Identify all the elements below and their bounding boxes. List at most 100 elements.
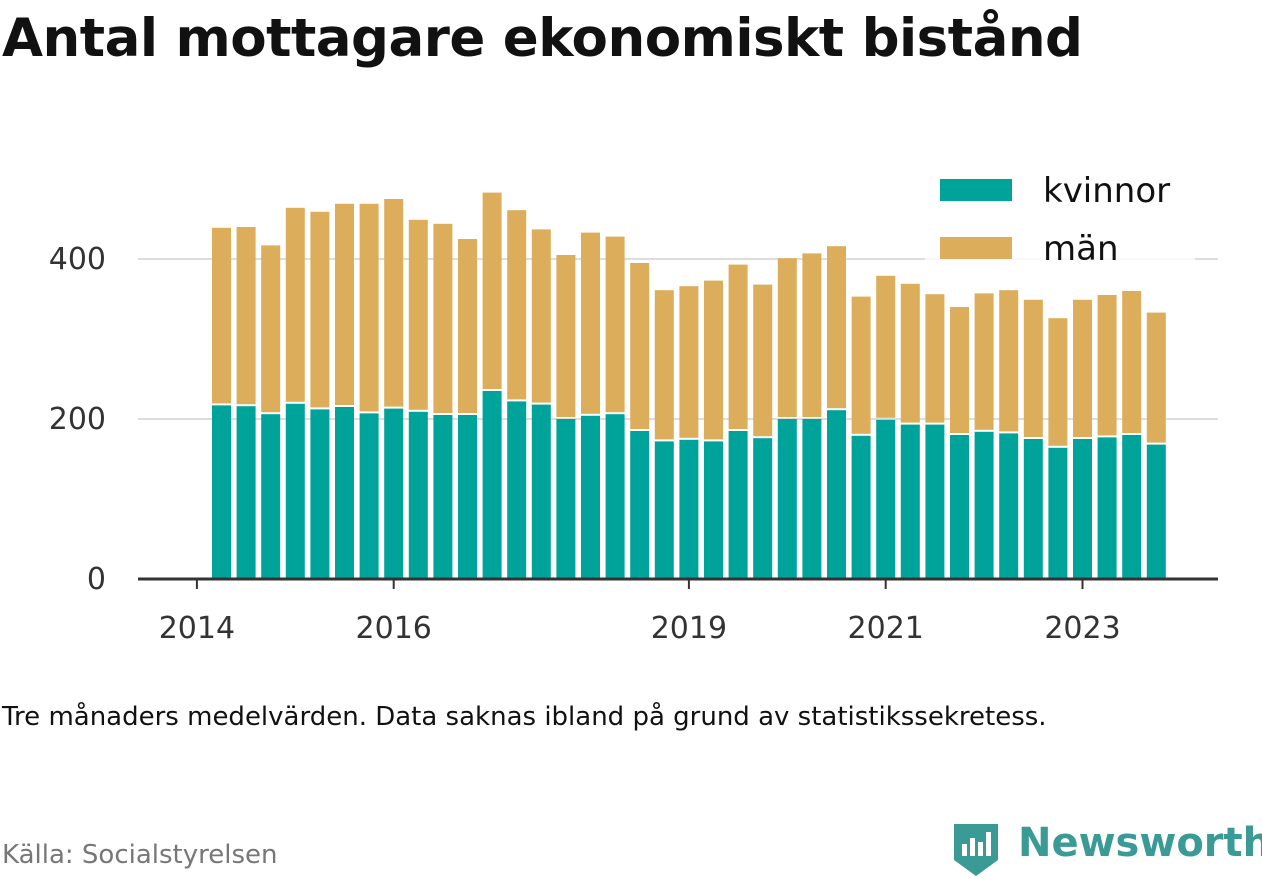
bar-man: [851, 296, 871, 434]
bar-man: [1097, 295, 1117, 436]
bar-man: [704, 280, 723, 440]
bar-kvinnor: [974, 431, 994, 579]
bar-kvinnor: [925, 424, 945, 579]
legend-swatch: [940, 237, 1012, 259]
bar-man: [630, 263, 650, 429]
bar-man: [753, 284, 773, 437]
bar-man: [433, 223, 453, 413]
bar-man: [261, 245, 281, 413]
y-tick-label: 400: [49, 242, 106, 277]
x-tick-label: 2021: [848, 611, 924, 646]
legend-label: kvinnor: [1043, 171, 1170, 211]
bar-man: [974, 293, 994, 430]
bar-man: [581, 232, 600, 414]
x-tick-label: 2016: [356, 611, 432, 646]
bar-man: [408, 219, 428, 410]
newsworthy-logo-icon: [954, 824, 998, 876]
bar-man: [212, 227, 231, 404]
bar-kvinnor: [261, 414, 281, 579]
bar-man: [802, 253, 822, 417]
bar-kvinnor: [581, 415, 600, 579]
bar-kvinnor: [556, 419, 576, 579]
bar-kvinnor: [827, 410, 846, 579]
bar-man: [531, 229, 551, 403]
x-tick-labels: 2014 2016 2019 2021 2023: [159, 611, 1121, 646]
bar-kvinnor: [531, 404, 551, 579]
bar-kvinnor: [999, 433, 1019, 579]
bar-kvinnor: [384, 408, 404, 579]
bar-kvinnor: [408, 411, 428, 579]
legend-label: män: [1043, 229, 1119, 269]
bar-kvinnor: [950, 435, 969, 579]
bar-kvinnor: [1073, 439, 1092, 579]
bar-kvinnor: [458, 415, 477, 579]
bar-kvinnor: [1048, 447, 1068, 579]
bar-kvinnor: [777, 419, 797, 579]
bar-kvinnor: [630, 431, 650, 579]
bar-kvinnor: [482, 391, 502, 579]
bar-man: [285, 207, 305, 402]
bar-kvinnor: [1122, 435, 1142, 579]
bar-man: [482, 192, 502, 389]
legend: kvinnor män: [925, 168, 1195, 274]
bar-man: [925, 294, 945, 423]
bar-kvinnor: [900, 424, 920, 579]
bar-man: [1122, 291, 1142, 433]
bar-kvinnor: [876, 419, 896, 579]
bar-man: [728, 264, 748, 429]
bar-man: [236, 227, 256, 405]
bar-kvinnor: [1146, 444, 1166, 579]
bar-kvinnor: [605, 414, 625, 579]
bar-man: [605, 236, 625, 413]
bar-man: [1073, 299, 1092, 437]
bar-man: [359, 203, 379, 412]
axes: [138, 577, 1218, 589]
bar-kvinnor: [335, 407, 354, 579]
y-tick-labels: 0 200 400: [49, 242, 106, 597]
x-tick-label: 2019: [651, 611, 727, 646]
bar-man: [950, 307, 969, 433]
bar-man: [310, 211, 330, 408]
source-credit: Källa: Socialstyrelsen: [2, 840, 278, 870]
bar-man: [556, 255, 576, 417]
bar-man: [384, 199, 404, 407]
bar-kvinnor: [851, 435, 871, 579]
x-tick-label: 2014: [159, 611, 235, 646]
bar-kvinnor: [704, 441, 723, 579]
y-tick-label: 200: [49, 402, 106, 437]
brand-name: Newsworthy: [1018, 820, 1262, 866]
bar-man: [335, 203, 354, 405]
bar-man: [458, 239, 477, 413]
bar-kvinnor: [236, 406, 256, 579]
bar-kvinnor: [433, 415, 453, 579]
bar-kvinnor: [1023, 439, 1043, 579]
bar-man: [999, 290, 1019, 432]
bar-man: [827, 246, 846, 409]
chart-note: Tre månaders medelvärden. Data saknas ib…: [2, 702, 1047, 732]
bar-kvinnor: [507, 401, 527, 579]
bar-man: [507, 210, 527, 400]
x-tick-label: 2023: [1044, 611, 1120, 646]
y-tick-label: 0: [87, 562, 106, 597]
chart-title: Antal mottagare ekonomiskt bistånd: [2, 8, 1083, 69]
bar-kvinnor: [310, 409, 330, 579]
bar-man: [876, 275, 896, 418]
stacked-bar-chart: 0 200 400 2014 2016 2019 2021 2023 kvinnor män: [48, 168, 1218, 646]
bar-kvinnor: [1097, 437, 1117, 579]
bar-man: [1146, 312, 1166, 443]
bar-kvinnor: [753, 438, 773, 579]
bar-kvinnor: [679, 439, 699, 579]
bar-man: [1048, 318, 1068, 446]
bar-kvinnor: [359, 413, 379, 579]
legend-swatch: [940, 179, 1012, 201]
bar-kvinnor: [654, 441, 674, 579]
bar-man: [679, 286, 699, 438]
bar-kvinnor: [285, 403, 305, 579]
bar-kvinnor: [802, 419, 822, 579]
bar-man: [777, 258, 797, 417]
bars: [212, 192, 1166, 579]
bar-man: [1023, 299, 1043, 437]
bar-man: [654, 290, 674, 440]
bar-man: [900, 283, 920, 423]
bar-kvinnor: [728, 431, 748, 579]
